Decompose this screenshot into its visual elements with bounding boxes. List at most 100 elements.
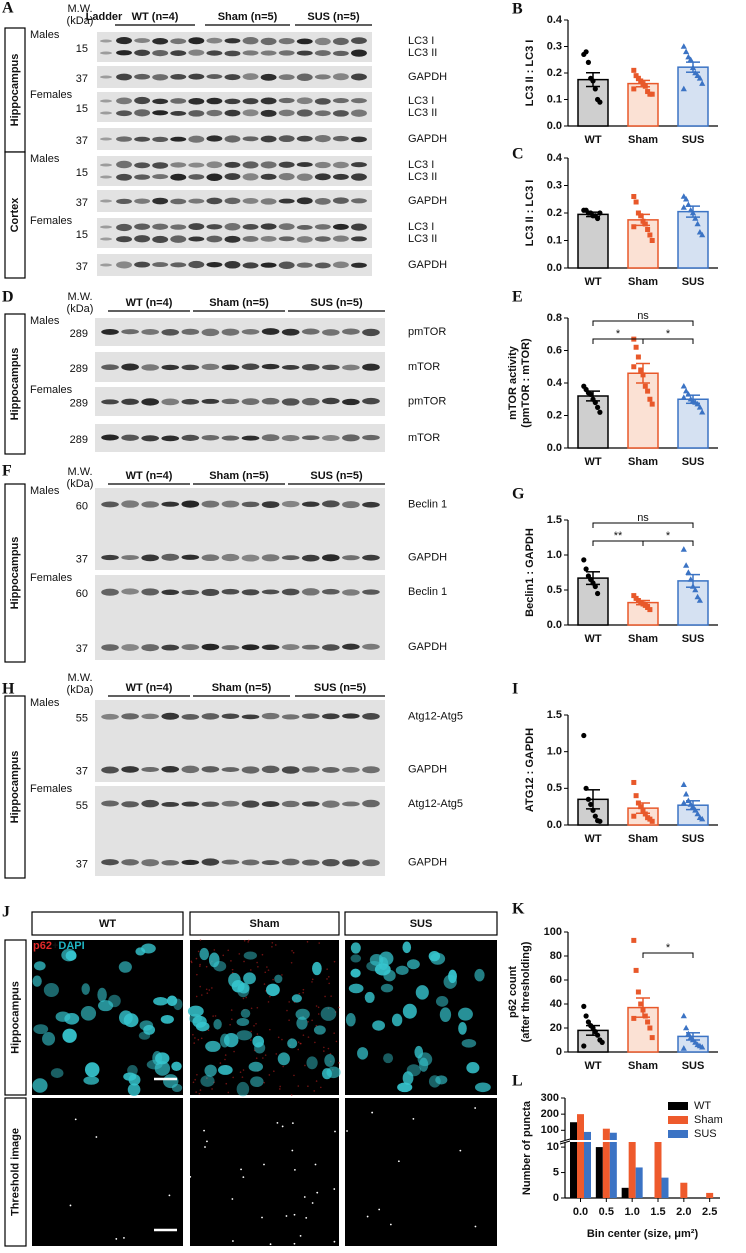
blot-band — [134, 162, 151, 169]
p62-puncta — [333, 1188, 336, 1190]
blot-band — [224, 98, 241, 105]
blot-band — [121, 713, 139, 720]
nucleus — [42, 1031, 56, 1046]
x-tick-label: 1.0 — [625, 1206, 640, 1218]
blot-band — [116, 173, 132, 181]
blot-band — [351, 198, 367, 204]
blot-band — [101, 329, 119, 335]
sex-label: Females — [30, 215, 73, 227]
blot-band — [181, 589, 200, 596]
blot-band — [188, 260, 205, 269]
bar — [635, 1167, 643, 1198]
blot-band — [188, 162, 205, 168]
x-tick-label: 0.5 — [599, 1206, 614, 1218]
p62-puncta — [346, 1130, 348, 1132]
x-tick-label: SUS — [682, 1060, 705, 1072]
bar — [621, 1187, 629, 1198]
p62-signal — [288, 1019, 290, 1022]
blot-band — [152, 223, 169, 230]
p62-signal — [256, 1033, 259, 1035]
blot-band — [314, 173, 331, 181]
p62-signal — [230, 960, 232, 962]
data-point — [680, 781, 687, 787]
p62-signal — [307, 1020, 309, 1023]
p62-signal — [229, 1023, 231, 1026]
mw-label: 55 — [76, 800, 88, 812]
blot-band — [152, 74, 169, 81]
blot-band — [351, 37, 367, 44]
y-tick-label: 80 — [550, 950, 562, 962]
band-label: GAPDH — [408, 259, 447, 271]
nucleus — [415, 985, 429, 1000]
nucleus — [84, 1062, 100, 1078]
p62-signal — [207, 1029, 210, 1032]
band-label: GAPDH — [408, 552, 447, 564]
group-label: WT (n=4) — [126, 682, 173, 694]
y-tick-label: 0.0 — [547, 619, 562, 631]
blot-band — [296, 262, 313, 268]
stain-part: p62 — [33, 940, 52, 952]
p62-puncta — [378, 1208, 381, 1211]
blot-band — [201, 554, 220, 562]
ladder-label: Ladder — [86, 11, 123, 23]
band-label: GAPDH — [408, 133, 447, 145]
p62-puncta — [74, 1118, 77, 1121]
bar — [584, 1142, 591, 1198]
blot-band — [260, 135, 277, 143]
p62-signal — [195, 1091, 197, 1093]
blot-band — [332, 161, 349, 169]
bar — [595, 1147, 603, 1198]
data-point — [647, 1025, 653, 1031]
blot-band — [281, 365, 300, 370]
blot-band — [188, 236, 205, 242]
blot-band — [260, 235, 277, 242]
data-point — [583, 49, 589, 55]
nucleus — [80, 1006, 97, 1021]
blot-band — [170, 173, 187, 181]
blot-band — [181, 434, 200, 441]
micrograph — [32, 1098, 183, 1246]
p62-signal — [278, 1088, 281, 1090]
blot-band — [278, 109, 295, 117]
blot-band — [134, 174, 151, 180]
data-point — [583, 566, 589, 572]
nucleus — [312, 961, 322, 976]
nucleus — [295, 1008, 310, 1020]
blot-band — [188, 49, 205, 56]
blot-band — [278, 97, 295, 104]
p62-signal — [257, 965, 259, 968]
legend-label: WT — [694, 1100, 711, 1112]
blot-band — [301, 397, 320, 406]
nucleus — [296, 1016, 308, 1030]
blot-band — [224, 173, 241, 180]
y-tick-label: 0.3 — [547, 179, 562, 191]
blot-band — [206, 74, 223, 79]
y-tick-label: 0.0 — [547, 819, 562, 831]
column-header: Sham — [250, 918, 280, 930]
row-box — [4, 1097, 27, 1247]
p62-signal — [205, 965, 208, 968]
data-point — [597, 210, 603, 216]
blot-band — [260, 73, 277, 81]
p62-signal — [205, 988, 208, 991]
nucleus — [277, 1052, 290, 1066]
p62-puncta — [231, 1198, 234, 1200]
p62-signal — [193, 1042, 196, 1044]
data-point — [595, 404, 601, 410]
x-tick-label: SUS — [682, 276, 705, 288]
blot-band — [281, 714, 300, 720]
blot-band — [321, 500, 340, 508]
blot-band — [188, 73, 205, 80]
x-tick-label: SUS — [682, 456, 705, 468]
data-point — [647, 607, 653, 613]
group-label: SUS (n=5) — [310, 470, 363, 482]
y-axis-label: LC3 II : LC3 I — [524, 40, 536, 107]
blot-band — [296, 73, 313, 82]
data-point — [649, 91, 655, 97]
p62-signal — [300, 1042, 302, 1045]
data-point — [649, 1035, 655, 1041]
data-point — [585, 59, 592, 65]
p62-signal — [192, 1081, 195, 1084]
